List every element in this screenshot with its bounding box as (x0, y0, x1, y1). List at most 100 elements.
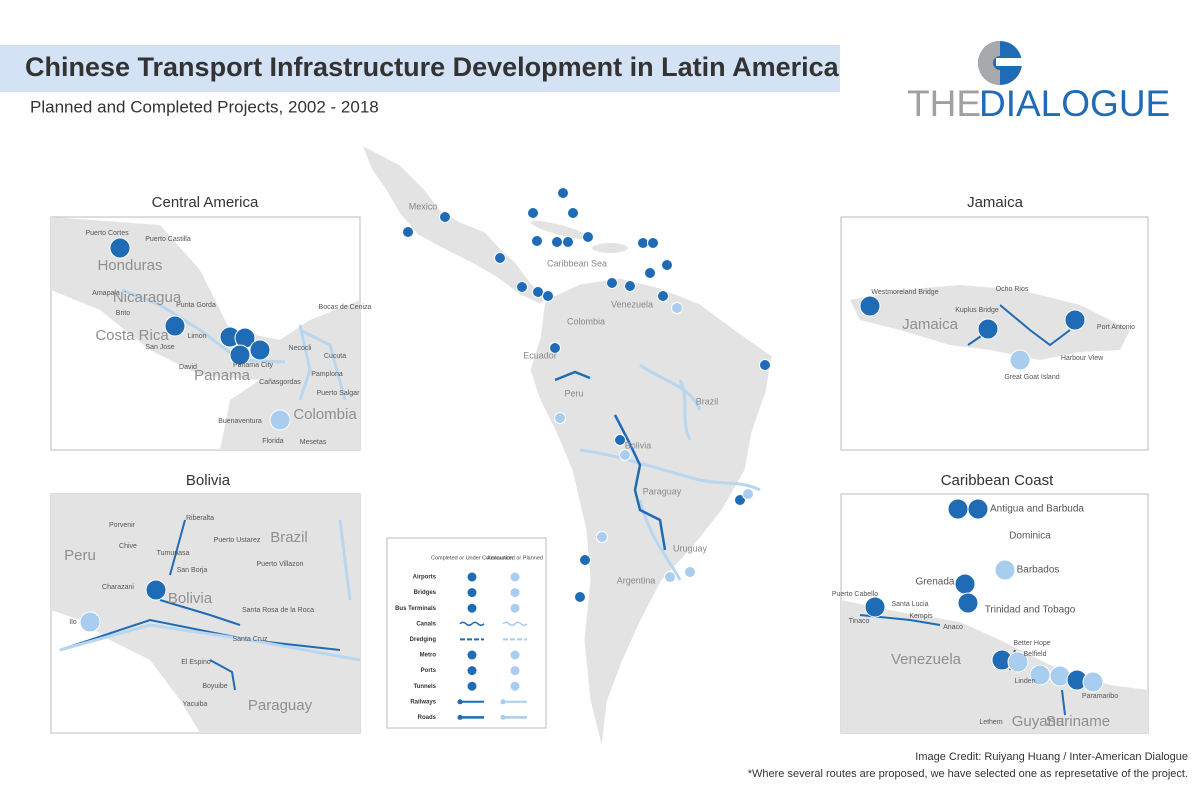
project-icon (994, 559, 1016, 581)
legend-symbol (510, 650, 520, 660)
place-label: Chive (119, 543, 137, 550)
footer-note: *Where several routes are proposed, we h… (748, 768, 1188, 780)
country-label: Suriname (1046, 713, 1110, 730)
main-map (361, 143, 773, 749)
country-label: Argentina (617, 575, 656, 585)
project-icon (644, 267, 656, 279)
country-label: Caribbean Sea (547, 258, 607, 268)
project-icon (759, 359, 771, 371)
legend-symbol (467, 650, 477, 660)
country-label: Bolivia (625, 440, 652, 450)
legend-label: Airports (413, 575, 437, 581)
country-label: Bolivia (168, 590, 213, 607)
project-icon (402, 226, 414, 238)
route (121, 288, 347, 401)
country-label: Honduras (97, 257, 162, 274)
place-label: Great Goat Island (1004, 374, 1059, 381)
place-label: Port Antonio (1097, 324, 1135, 331)
project-icon (967, 498, 989, 520)
country-label: Jamaica (902, 316, 959, 333)
project-icon (109, 237, 131, 259)
project-icon (527, 207, 539, 219)
legend-header: Completed or Under Construction (431, 555, 513, 561)
title-banner (0, 45, 840, 92)
project-icon (596, 531, 608, 543)
legend-symbol (467, 603, 477, 613)
place-label: Limon (187, 333, 206, 340)
place-label: Anaco (943, 624, 963, 631)
project-icon (671, 302, 683, 314)
project-icon (734, 494, 746, 506)
panel-title: Bolivia (186, 472, 231, 489)
country-label: Peru (564, 388, 583, 398)
project-icon (647, 237, 659, 249)
legend-symbol (457, 714, 463, 720)
project-icon (531, 235, 543, 247)
country-label: Costa Rica (95, 327, 169, 344)
place-label: Necocli (289, 345, 312, 352)
legend-symbol (510, 666, 520, 676)
project-icon (657, 290, 669, 302)
place-label: Yacuiba (183, 701, 208, 708)
project-icon (1064, 309, 1086, 331)
place-label: Barbados (1017, 565, 1060, 576)
project-icon (549, 342, 561, 354)
country-label: Guyana (1012, 713, 1065, 730)
country-label: Venezuela (611, 299, 653, 309)
legend-symbol (467, 681, 477, 691)
place-label: Lethem (979, 719, 1003, 726)
place-label: Ilo (69, 619, 77, 626)
project-icon (249, 339, 271, 361)
project-icon (551, 236, 563, 248)
project-icon (859, 295, 881, 317)
place-label: David (179, 364, 197, 371)
place-label: Cucuta (324, 353, 346, 360)
legend-symbol (467, 666, 477, 676)
country-label: Ecuador (523, 350, 557, 360)
land (592, 243, 628, 253)
legend-frame (386, 537, 547, 729)
project-icon (977, 318, 999, 340)
place-label: El Espino (181, 659, 211, 666)
legend-symbol (510, 588, 520, 598)
project-icon (516, 281, 528, 293)
subtitle: Planned and Completed Projects, 2002 - 2… (30, 97, 379, 116)
place-label: Kempis (909, 613, 933, 620)
place-label: Ocho Rios (996, 286, 1029, 293)
legend-symbol (502, 621, 528, 627)
place-label: Trinidad and Tobago (985, 605, 1076, 616)
legend-label: Bus Terminals (395, 606, 437, 612)
place-label: Charazani (102, 584, 134, 591)
place-label: San Jose (145, 344, 174, 351)
logo-mark (978, 41, 1000, 85)
place-label: Buenaventura (218, 418, 262, 425)
route (554, 370, 667, 551)
project-icon (637, 237, 649, 249)
legend-symbol (467, 572, 477, 582)
place-label: Santa Rosa de la Roca (242, 607, 314, 614)
project-icon (742, 488, 754, 500)
place-label: Kuplus Bridge (955, 307, 999, 314)
legend-symbol (467, 588, 477, 598)
country-label: Panama (194, 367, 251, 384)
place-label: Santa Lucia (892, 601, 929, 608)
land (530, 220, 590, 240)
project-icon (554, 412, 566, 424)
legend-label: Railways (410, 699, 436, 705)
country-label: Brazil (270, 529, 308, 546)
place-label: Belfield (1024, 651, 1047, 658)
place-label: Santa Cruz (232, 636, 268, 643)
place-label: Linden (1014, 678, 1035, 685)
country-label: Paraguay (248, 697, 313, 714)
project-icon (145, 579, 167, 601)
logo-text: THE (907, 83, 981, 124)
project-icon (439, 211, 451, 223)
project-icon (619, 449, 631, 461)
country-label: Colombia (293, 406, 357, 423)
logo-text: DIALOGUE (979, 83, 1170, 124)
place-label: Puerto Cortes (85, 230, 129, 237)
panel-title: Caribbean Coast (941, 472, 1054, 489)
project-icon (164, 315, 186, 337)
legend-header: Announced or Planned (487, 555, 543, 561)
project-icon (1007, 651, 1029, 673)
